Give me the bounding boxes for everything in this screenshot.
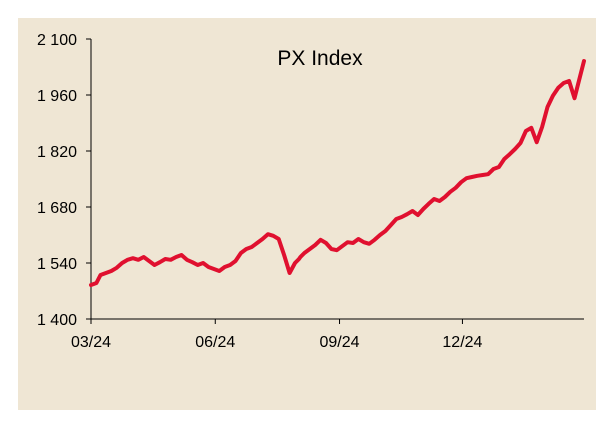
y-tick-label: 2 100 <box>37 32 77 49</box>
x-axis: 03/24 06/24 09/24 12/24 <box>71 318 584 351</box>
y-tick-label: 1 960 <box>37 88 77 105</box>
chart-panel: PX Index 1 400 1 540 1 680 1 820 1 960 2 100 … <box>18 18 596 410</box>
y-axis: 1 400 1 540 1 680 1 820 1 960 2 100 <box>37 32 92 329</box>
x-tick-label: 06/24 <box>195 334 235 351</box>
series-area <box>89 59 586 287</box>
y-tick-label: 1 820 <box>37 144 77 161</box>
y-tick-label: 1 680 <box>37 200 77 217</box>
y-tick-label: 1 540 <box>37 256 77 273</box>
x-tick-label: 03/24 <box>71 334 111 351</box>
x-tick-label: 09/24 <box>320 334 360 351</box>
x-tick-label: 12/24 <box>442 334 482 351</box>
y-tick-label: 1 400 <box>37 312 77 329</box>
series-line <box>89 59 586 287</box>
chart-title: PX Index <box>277 47 363 70</box>
